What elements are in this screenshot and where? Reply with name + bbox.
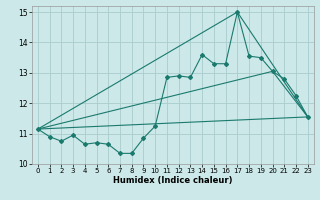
X-axis label: Humidex (Indice chaleur): Humidex (Indice chaleur) — [113, 176, 233, 185]
